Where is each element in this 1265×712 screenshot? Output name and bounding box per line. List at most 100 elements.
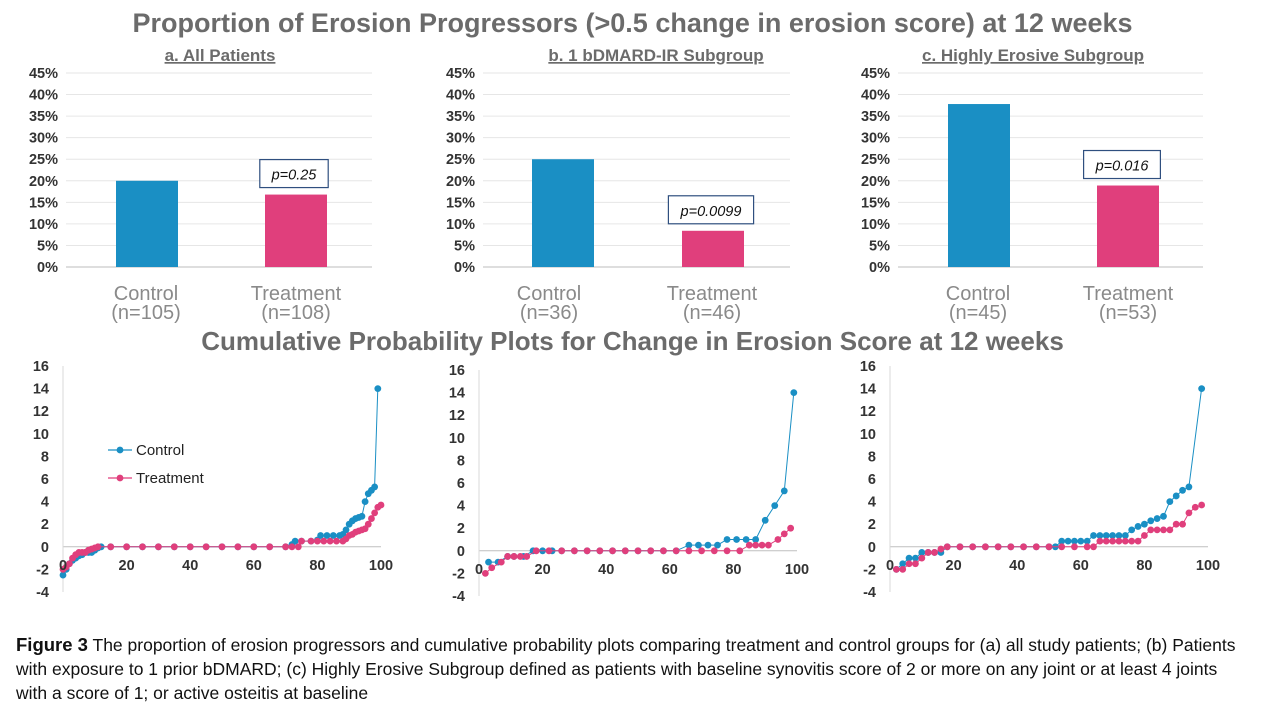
data-point-treatment (685, 547, 693, 555)
data-point-treatment (596, 547, 604, 555)
bar-panel-title: a. All Patients (165, 46, 276, 65)
legend-label: Control (136, 442, 184, 459)
data-point-treatment (780, 530, 788, 538)
caption-label: Figure 3 (16, 634, 88, 655)
legend-label: Treatment (136, 470, 205, 487)
data-point-control (1147, 517, 1155, 525)
data-point-treatment (288, 543, 296, 551)
data-point-treatment (956, 543, 964, 551)
data-point-treatment (937, 545, 945, 553)
data-point-control (771, 502, 779, 509)
x-tick-label: 20 (946, 558, 962, 574)
x-tick-label: 40 (598, 562, 614, 578)
category-n-label: (n=46) (683, 302, 741, 324)
y-tick-label: 30% (446, 131, 475, 147)
y-tick-label: 15% (29, 195, 58, 211)
y-tick-label: 10% (861, 217, 890, 233)
data-point-control (1121, 532, 1129, 539)
y-tick-label: 40% (29, 88, 58, 104)
data-point-control (1166, 498, 1174, 505)
p-value-box (1082, 149, 1161, 180)
y-tick-label: 15% (861, 195, 890, 211)
data-point-treatment (1141, 532, 1148, 539)
y-tick-label: 4 (457, 499, 465, 515)
category-label: Treatment (251, 283, 342, 305)
data-point-treatment (307, 537, 315, 545)
y-tick-label: 10% (446, 217, 475, 233)
y-tick-label: 8 (868, 449, 876, 465)
data-point-control (323, 532, 331, 539)
data-point-treatment (752, 541, 760, 549)
y-tick-label: 20% (861, 174, 890, 190)
y-tick-label: 5% (454, 238, 475, 254)
y-tick-label: 45% (446, 66, 475, 82)
data-point-treatment (481, 570, 489, 577)
data-point-treatment (298, 537, 305, 545)
y-tick-label: 4 (868, 495, 876, 511)
data-point-treatment (1109, 537, 1116, 545)
bottom-title: Cumulative Probability Plots for Change … (201, 326, 1064, 356)
x-tick-label: 60 (662, 562, 678, 578)
data-point-treatment (736, 547, 744, 555)
y-tick-label: 12 (860, 404, 876, 420)
legend-marker (116, 446, 124, 454)
data-point-control (1128, 526, 1136, 534)
data-point-control (1172, 492, 1180, 500)
data-point-control (291, 537, 299, 545)
data-point-treatment (994, 543, 1002, 551)
data-point-treatment (532, 547, 540, 555)
legend-marker (116, 474, 124, 482)
data-point-control (1109, 532, 1116, 539)
bar-control (116, 180, 178, 267)
data-point-control (1058, 537, 1066, 545)
y-tick-label: 16 (449, 363, 465, 379)
category-label: Treatment (1083, 283, 1174, 305)
data-point-treatment (218, 543, 226, 551)
category-n-label: (n=105) (111, 302, 181, 324)
data-point-treatment (758, 541, 766, 549)
data-point-treatment (647, 547, 655, 555)
data-point-treatment (1071, 543, 1078, 551)
category-n-label: (n=36) (520, 302, 578, 324)
y-tick-label: 2 (457, 521, 465, 537)
data-point-treatment (899, 566, 907, 573)
y-tick-label: 8 (41, 449, 49, 465)
y-tick-label: -2 (36, 562, 49, 578)
data-point-treatment (1172, 520, 1180, 528)
data-point-treatment (523, 553, 531, 560)
data-point-control (361, 498, 369, 505)
data-point-treatment (333, 537, 340, 545)
y-tick-label: 2 (868, 517, 876, 533)
y-tick-label: 10% (29, 217, 58, 233)
data-point-treatment (1096, 537, 1104, 545)
data-point-treatment (1160, 526, 1167, 534)
data-point-control (733, 536, 740, 543)
x-tick-label: 40 (182, 558, 198, 574)
category-n-label: (n=108) (261, 302, 331, 324)
y-tick-label: 35% (861, 109, 890, 125)
data-point-treatment (545, 547, 553, 555)
y-tick-label: 20% (29, 174, 58, 190)
y-tick-label: -4 (863, 585, 876, 601)
data-point-treatment (558, 547, 566, 555)
x-tick-label: 100 (785, 562, 809, 578)
data-point-control (704, 541, 712, 549)
data-point-treatment (1166, 526, 1174, 534)
data-point-treatment (1179, 520, 1186, 528)
y-tick-label: 10 (860, 427, 876, 443)
data-point-control (1153, 515, 1161, 522)
data-point-control (761, 516, 769, 524)
x-tick-label: 100 (1196, 558, 1220, 574)
data-point-treatment (764, 541, 772, 549)
x-tick-label: 0 (886, 558, 894, 574)
data-point-control (317, 532, 324, 539)
data-point-treatment (943, 543, 951, 551)
category-n-label: (n=53) (1099, 302, 1157, 324)
data-point-treatment (107, 543, 115, 551)
data-point-control (1134, 523, 1142, 530)
x-tick-label: 40 (1009, 558, 1025, 574)
y-tick-label: -4 (36, 585, 49, 601)
caption-text: The proportion of erosion progressors an… (16, 635, 1236, 703)
data-point-treatment (745, 541, 753, 549)
